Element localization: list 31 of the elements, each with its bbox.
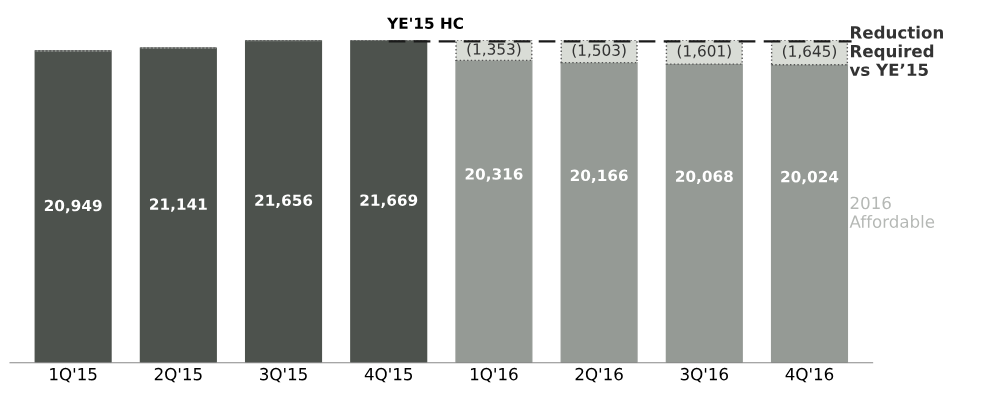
data-label: (1,503)	[572, 44, 626, 58]
x-tick-label: 2Q'16	[575, 367, 623, 383]
bar	[455, 59, 533, 363]
data-label: (1,353)	[467, 42, 521, 57]
series-label: 2016 Affordable	[849, 196, 935, 228]
data-label: 21,141	[150, 198, 207, 212]
x-tick-label: 4Q'15	[364, 367, 413, 383]
bar	[350, 40, 428, 363]
data-label: 21,656	[255, 194, 313, 208]
x-tick-label: 1Q'15	[50, 367, 97, 383]
ref-line-label: YE'15 HC	[387, 17, 463, 30]
data-label: 21,669	[360, 194, 418, 208]
data-label: 20,949	[44, 199, 102, 214]
bar	[139, 47, 217, 363]
bar	[244, 40, 323, 363]
data-label: 20,166	[570, 169, 628, 184]
bar	[560, 61, 638, 363]
bar	[34, 50, 112, 363]
bar	[665, 63, 743, 363]
data-label: (1,601)	[677, 44, 731, 59]
series-label: Reduction Required vs YE’15	[849, 25, 943, 77]
bar	[770, 64, 849, 363]
x-tick-label: 1Q'16	[470, 367, 518, 383]
data-label: 20,068	[676, 170, 733, 184]
x-tick-label: 3Q'16	[680, 367, 729, 383]
x-tick-label: 4Q'16	[785, 367, 834, 383]
data-label: 20,024	[781, 170, 839, 185]
x-tick-label: 3Q'15	[260, 367, 307, 383]
x-tick-label: 2Q'15	[154, 367, 202, 383]
data-label: (1,645)	[782, 45, 837, 59]
data-label: 20,316	[465, 168, 523, 182]
